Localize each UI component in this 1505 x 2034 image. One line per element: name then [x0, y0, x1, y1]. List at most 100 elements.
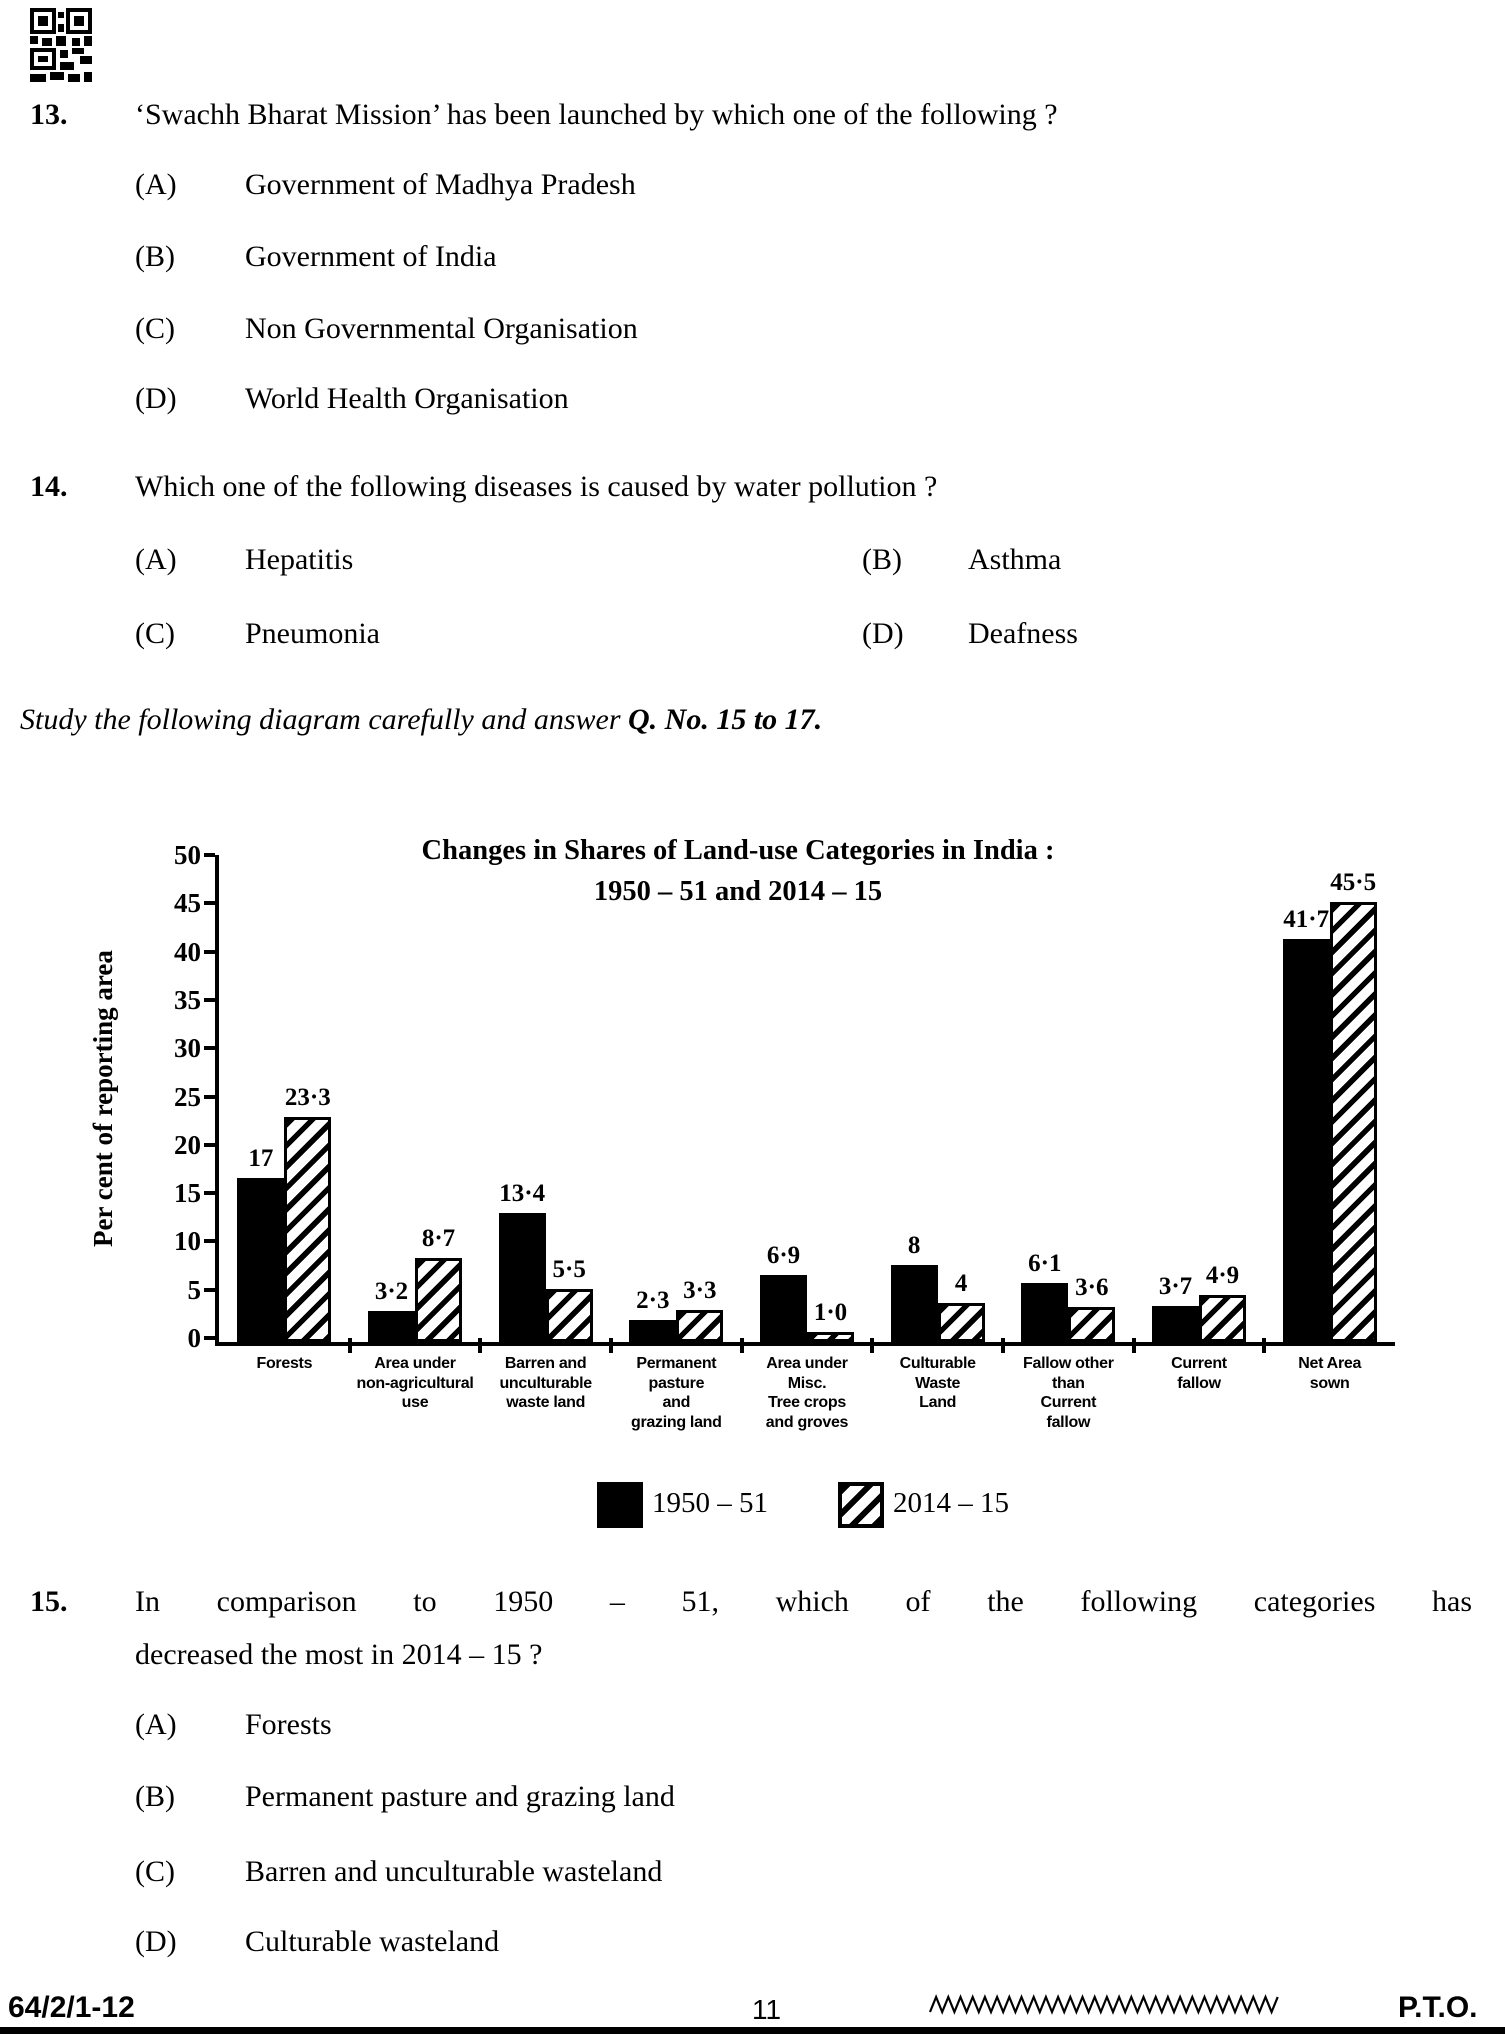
legend-label-2014-15: 2014 – 15 [893, 1487, 1009, 1519]
chart-bar-1950-51 [498, 1212, 546, 1342]
chart-bar-2014-15 [545, 1288, 593, 1342]
q14-option-d-text: Deafness [968, 617, 1078, 650]
y-tick-mark [204, 1239, 215, 1244]
legend-label-1950-51: 1950 – 51 [652, 1487, 768, 1519]
instruction-text: Study the following diagram carefully an… [20, 703, 822, 737]
y-tick-mark [204, 1336, 215, 1340]
q15-option-d-text: Culturable wasteland [245, 1925, 500, 1958]
x-category-label: Barren and unculturable waste land [499, 1355, 592, 1411]
chart-bar-1950-51 [1021, 1283, 1069, 1342]
q15-option-d-label: (D) [135, 1925, 177, 1958]
chart-bar-2014-15 [1329, 902, 1377, 1342]
instruction-bold: Q. No. 15 to 17. [628, 703, 823, 736]
chart-bar-value-label: 8·7 [421, 1224, 456, 1252]
q15-number: 15. [30, 1585, 68, 1618]
x-tick-mark [609, 1338, 613, 1353]
qr-code [30, 8, 92, 82]
y-tick-label: 5 [187, 1274, 202, 1305]
q15-option-c-label: (C) [135, 1855, 175, 1888]
x-category-label: Culturable Waste Land [899, 1355, 976, 1411]
x-tick-mark [1001, 1338, 1005, 1353]
chart-title-line2: 1950 – 51 and 2014 – 15 [593, 876, 883, 907]
chart-bar-value-label: 23·3 [284, 1083, 331, 1111]
chart-bar-2014-15 [415, 1257, 462, 1342]
chart-bar-value-label: 3·6 [1075, 1274, 1109, 1302]
x-category-label: Net Area sown [1298, 1355, 1362, 1392]
chart-bar-value-label: 1·0 [813, 1299, 848, 1327]
y-tick-label: 45 [174, 888, 201, 919]
q13-option-c-text: Non Governmental Organisation [245, 312, 638, 345]
chart-bar-2014-15 [937, 1303, 985, 1342]
page-bottom-edge [0, 2027, 1505, 2034]
y-tick-mark [204, 1191, 215, 1196]
chart-plot: 0 5 10 15 20 25 30 35 40 45 50 17 23·3 Forests 3·2 8·7 A… [174, 840, 1395, 1431]
chart-bar-value-label: 41·7 [1283, 906, 1330, 934]
y-tick-mark [204, 901, 215, 906]
chart-bar-value-label: 4·9 [1205, 1261, 1240, 1289]
q14-number: 14. [30, 470, 68, 503]
q15-option-b-label: (B) [135, 1780, 175, 1813]
q14-option-b-text: Asthma [968, 543, 1062, 576]
chart-bar-2014-15 [284, 1116, 332, 1342]
chart-bar-1950-51 [629, 1319, 677, 1342]
chart-bar-value-label: 4 [954, 1270, 968, 1298]
x-category-label: Forests [256, 1355, 313, 1372]
chart-bar-value-label: 13·4 [499, 1179, 546, 1207]
q13-number: 13. [30, 98, 68, 131]
chart-y-axis-label: Per cent of reporting area [88, 950, 118, 1247]
q13-option-b-label: (B) [135, 240, 175, 273]
x-tick-mark [739, 1338, 744, 1353]
y-tick-mark [204, 853, 215, 857]
y-tick-label: 10 [174, 1226, 201, 1257]
y-tick-mark [204, 1287, 215, 1292]
legend-swatch-1950-51 [597, 1482, 643, 1528]
q15-option-b-text: Permanent pasture and grazing land [245, 1780, 675, 1813]
x-category-label: Area under Misc. Tree crops and groves [765, 1355, 849, 1431]
chart-title: Changes in Shares of Land-use Categories… [150, 830, 1326, 912]
x-category-label: Permanent pasture and grazing land [631, 1355, 722, 1431]
chart-bar-value-label: 8 [907, 1231, 921, 1259]
footer-page-number: 11 [752, 1994, 782, 2025]
q14-option-a-label: (A) [135, 543, 177, 576]
y-tick-label: 25 [174, 1081, 201, 1112]
chart-bar-value-label: 6·1 [1028, 1250, 1062, 1278]
chart-bar-2014-15 [676, 1310, 724, 1342]
q13-option-d-text: World Health Organisation [245, 382, 569, 415]
q14-option-d-label: (D) [862, 617, 904, 650]
chart-title-line1: Changes in Shares of Land-use Categories… [421, 835, 1055, 866]
x-category-label: Current fallow [1171, 1355, 1227, 1392]
y-tick-mark [204, 1046, 215, 1051]
y-tick-label: 15 [174, 1178, 201, 1209]
x-tick-mark [1262, 1338, 1267, 1353]
x-tick-mark [478, 1338, 483, 1353]
q15-text-line1: In comparison to 1950 – 51, which of the… [135, 1585, 1472, 1618]
y-tick-label: 50 [174, 840, 201, 870]
chart-bar-1950-51 [760, 1275, 807, 1342]
x-category-label: Area under non-agricultural use [356, 1355, 474, 1411]
chart-bar-1950-51 [237, 1177, 285, 1342]
q15-option-a-label: (A) [135, 1708, 177, 1741]
q15-option-c-text: Barren and unculturable wasteland [245, 1855, 663, 1888]
y-tick-mark [204, 997, 215, 1002]
chart-bar-value-label: 17 [248, 1144, 274, 1172]
q15-text-line2: decreased the most in 2014 – 15 ? [135, 1638, 543, 1671]
q14-text: Which one of the following diseases is c… [135, 470, 938, 503]
chart-bar-value-label: 6·9 [766, 1242, 801, 1270]
chart-bar-2014-15 [1199, 1294, 1246, 1342]
x-category-label: Fallow other than Current fallow [1023, 1355, 1114, 1431]
chart-bar-value-label: 3·3 [683, 1277, 717, 1305]
x-tick-mark [1131, 1338, 1136, 1353]
chart-bar-1950-51 [1152, 1306, 1199, 1342]
chart-bar-1950-51 [368, 1311, 415, 1342]
q13-option-d-label: (D) [135, 382, 177, 415]
q13-option-c-label: (C) [135, 312, 175, 345]
q13-option-a-label: (A) [135, 168, 177, 201]
q14-option-c-text: Pneumonia [245, 617, 380, 650]
y-tick-label: 35 [174, 984, 201, 1015]
q14-option-c-label: (C) [135, 617, 175, 650]
footer-paper-code: 64/2/1-12 [8, 1991, 135, 2024]
q13-option-a-text: Government of Madhya Pradesh [245, 168, 636, 201]
y-tick-label: 20 [174, 1129, 201, 1160]
instruction-prefix: Study the following diagram carefully an… [20, 703, 629, 736]
